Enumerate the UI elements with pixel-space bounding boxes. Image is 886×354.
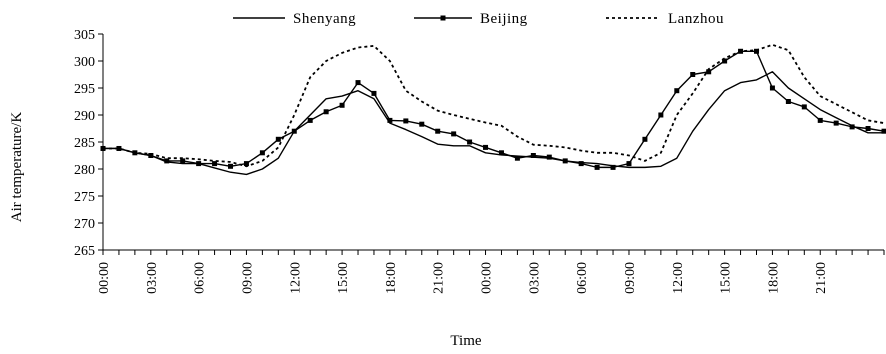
- point-beijing: [626, 161, 632, 167]
- point-beijing: [674, 88, 680, 94]
- series-line-beijing: [103, 50, 885, 169]
- x-tick-label: 21:00: [432, 262, 447, 294]
- point-beijing: [164, 158, 170, 164]
- x-tick-label: 12:00: [671, 262, 686, 294]
- x-tick-label: 00:00: [480, 262, 495, 294]
- point-beijing: [785, 99, 791, 104]
- point-beijing: [483, 144, 489, 150]
- series-line-lanzhou: [103, 43, 885, 168]
- point-beijing: [722, 58, 728, 64]
- point-beijing: [865, 126, 871, 131]
- point-beijing: [387, 117, 393, 123]
- point-beijing: [530, 153, 536, 158]
- y-tick-label: 270: [74, 217, 95, 232]
- legend-marker-beijing: [440, 15, 446, 21]
- point-beijing: [275, 136, 281, 142]
- x-tick-label: 09:00: [240, 262, 255, 294]
- point-beijing: [610, 164, 616, 170]
- x-tick-label: 15:00: [719, 262, 734, 294]
- series-line-shenyang: [103, 71, 884, 176]
- point-beijing: [435, 128, 441, 134]
- point-beijing: [706, 69, 712, 75]
- point-beijing: [243, 161, 249, 167]
- legend-label-shenyang: Shenyang: [293, 11, 356, 27]
- point-beijing: [658, 112, 664, 118]
- point-beijing: [467, 139, 473, 145]
- y-tick-label: 290: [74, 109, 95, 124]
- point-beijing: [849, 124, 855, 130]
- point-beijing: [642, 136, 648, 142]
- point-beijing: [355, 80, 361, 86]
- point-beijing: [228, 163, 234, 169]
- point-beijing: [769, 85, 775, 91]
- y-axis: 265 270 275 280 285 290 295 300 305: [74, 28, 104, 259]
- point-beijing: [817, 117, 823, 123]
- point-beijing: [514, 155, 520, 161]
- point-beijing: [307, 117, 313, 123]
- legend-label-beijing: Beijing: [480, 11, 528, 27]
- point-beijing: [148, 153, 154, 158]
- y-tick-label: 305: [74, 28, 95, 43]
- y-tick-label: 300: [74, 55, 95, 70]
- y-tick-label: 280: [74, 163, 95, 178]
- x-axis: 00:00 03:00 06:00 09:00 12:00 15:00 18:00 21:00…: [97, 249, 885, 294]
- point-beijing: [116, 145, 122, 151]
- point-beijing: [498, 150, 504, 156]
- point-beijing: [403, 118, 409, 124]
- y-axis-title: Air temperature/K: [9, 112, 25, 223]
- point-beijing: [419, 121, 425, 127]
- point-beijing: [291, 128, 297, 134]
- point-beijing: [212, 161, 218, 167]
- y-tick-label: 285: [74, 136, 95, 151]
- x-tick-label: 21:00: [814, 262, 829, 294]
- point-beijing: [180, 158, 186, 164]
- x-tick-label: 03:00: [527, 262, 542, 294]
- point-beijing: [451, 131, 457, 137]
- y-tick-label: 265: [74, 244, 95, 259]
- point-beijing: [801, 104, 807, 110]
- point-beijing: [833, 120, 839, 126]
- x-tick-label: 18:00: [384, 262, 399, 294]
- point-beijing: [594, 164, 600, 170]
- point-beijing: [339, 102, 345, 108]
- x-tick-label: 12:00: [288, 262, 303, 294]
- x-tick-label: 09:00: [623, 262, 638, 294]
- point-beijing: [546, 154, 552, 160]
- point-beijing: [562, 158, 568, 164]
- point-beijing: [578, 161, 584, 167]
- point-beijing: [881, 128, 886, 134]
- x-tick-label: 06:00: [193, 262, 208, 294]
- point-beijing: [753, 48, 759, 54]
- x-axis-title: Time: [450, 333, 481, 349]
- point-beijing: [690, 72, 696, 77]
- point-beijing: [323, 109, 329, 115]
- x-tick-label: 18:00: [766, 262, 781, 294]
- point-beijing: [259, 150, 265, 156]
- legend-label-lanzhou: Lanzhou: [668, 11, 724, 27]
- x-tick-label: 15:00: [336, 262, 351, 294]
- point-beijing: [196, 161, 202, 167]
- legend: Shenyang Beijing Lanzhou: [233, 11, 724, 27]
- x-tick-label: 06:00: [575, 262, 590, 294]
- x-tick-label: 03:00: [145, 262, 160, 294]
- y-tick-label: 295: [74, 82, 95, 97]
- point-beijing: [371, 90, 377, 96]
- plot-series: [100, 43, 886, 176]
- y-tick-label: 275: [74, 190, 95, 205]
- x-tick-label: 00:00: [97, 262, 112, 294]
